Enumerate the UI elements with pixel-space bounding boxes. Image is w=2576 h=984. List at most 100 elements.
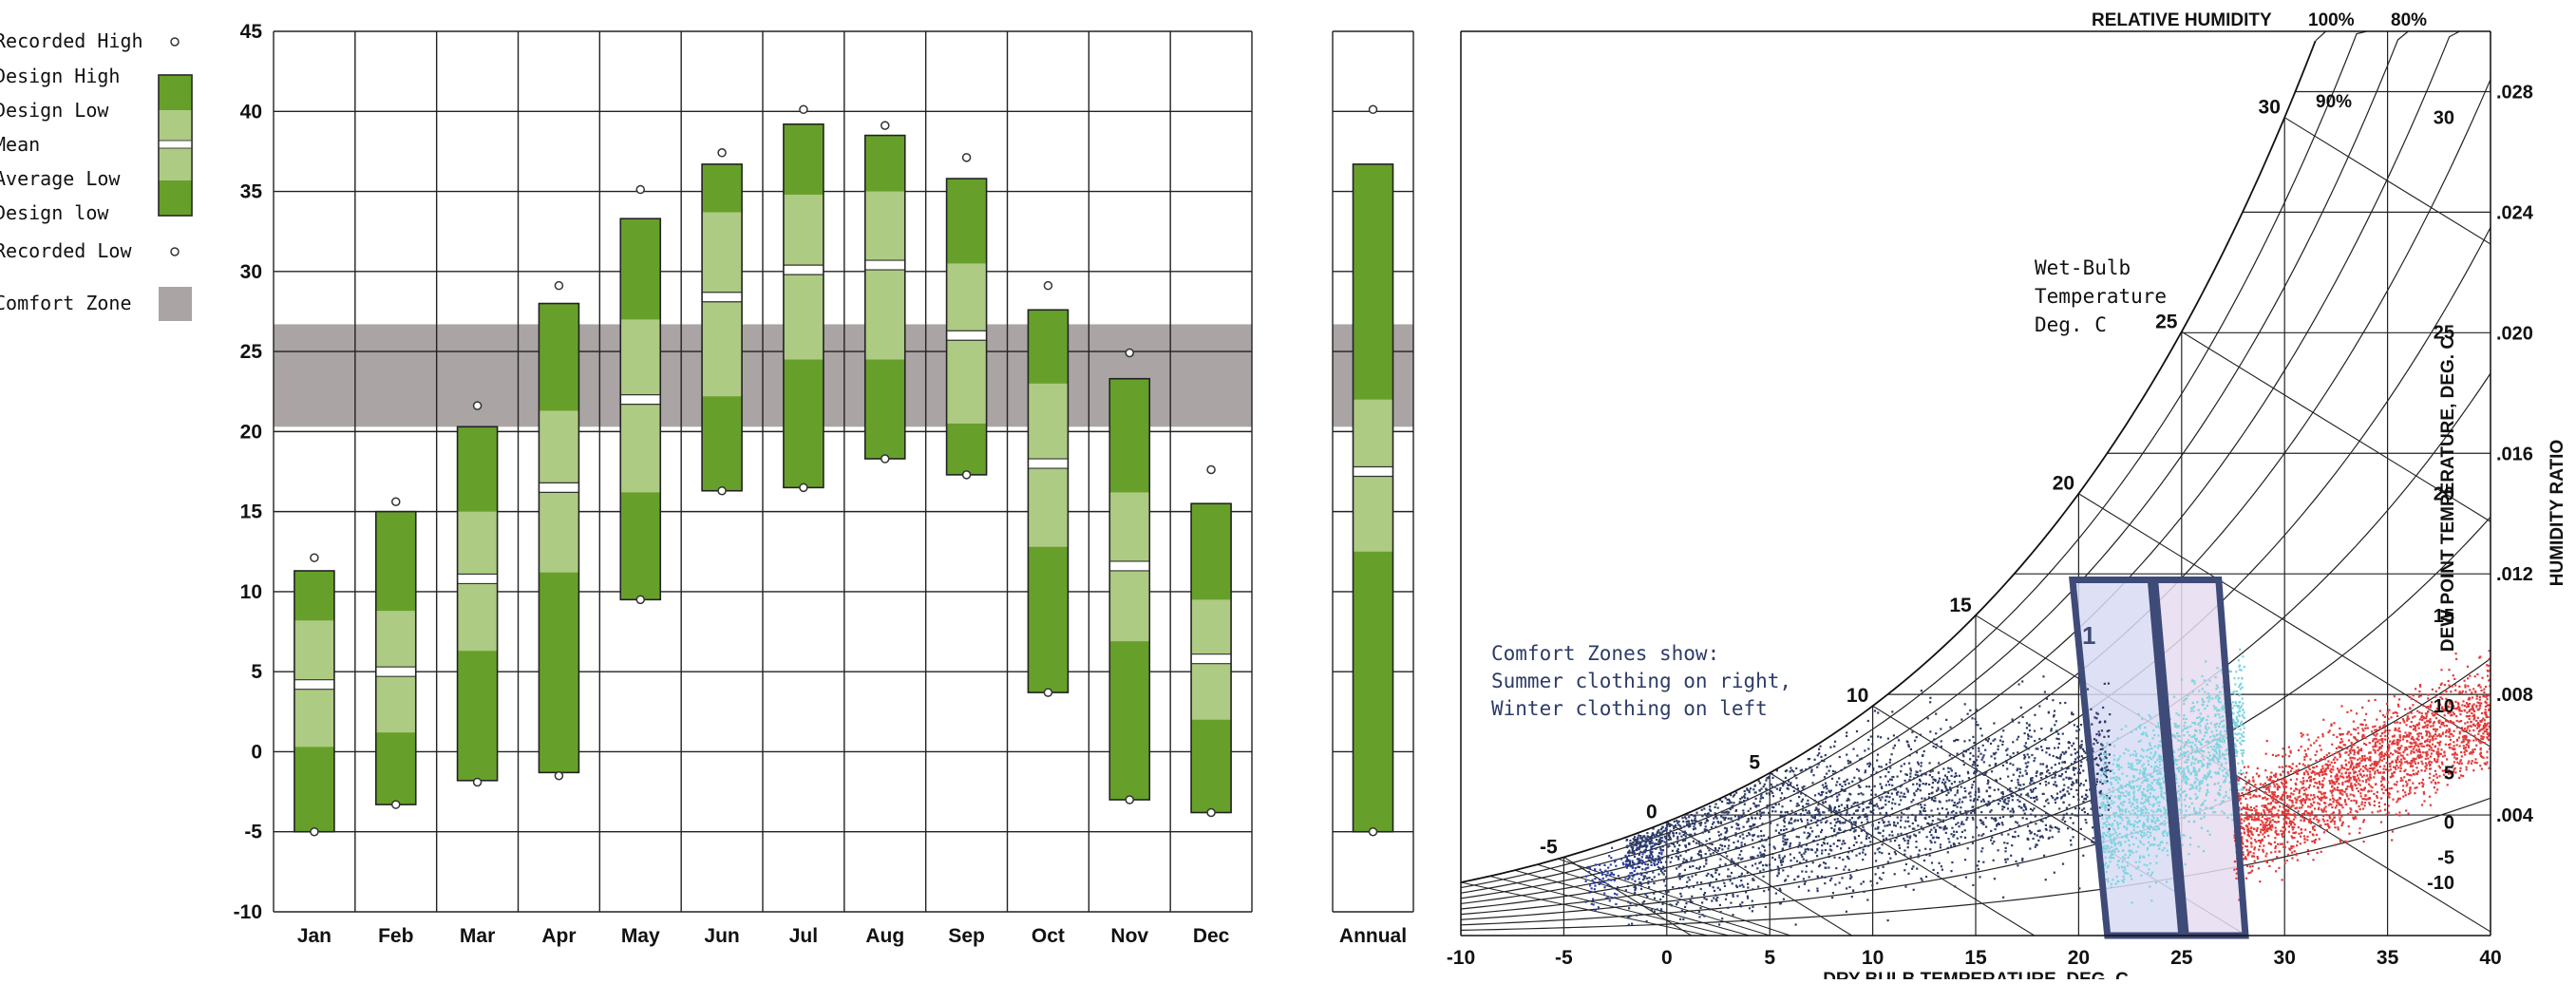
data-point	[1763, 876, 1765, 878]
data-point	[2082, 855, 2084, 857]
data-point	[1636, 915, 1638, 917]
data-point	[1628, 907, 1630, 909]
data-point	[1821, 844, 1823, 846]
data-point	[2226, 753, 2228, 755]
data-point	[1766, 864, 1768, 866]
data-point	[2063, 802, 2065, 804]
data-point	[1887, 861, 1889, 863]
data-point	[1754, 817, 1756, 819]
data-point	[2041, 835, 2043, 837]
data-point	[1869, 764, 1871, 766]
data-point	[2146, 755, 2148, 757]
data-point	[1688, 843, 1690, 845]
data-point	[1974, 798, 1976, 800]
data-point	[1862, 852, 1864, 854]
data-point	[1611, 847, 1613, 849]
data-point	[1918, 764, 1920, 766]
data-point	[1802, 805, 1804, 807]
data-point	[2045, 781, 2047, 783]
data-point	[2180, 795, 2182, 797]
data-point	[1898, 844, 1900, 846]
data-point	[2121, 810, 2123, 812]
data-point	[2115, 776, 2117, 778]
data-point	[1883, 822, 1885, 823]
data-point	[2017, 835, 2019, 837]
data-point	[1832, 770, 1834, 772]
data-point	[1976, 709, 1978, 710]
data-point	[1676, 842, 1678, 843]
data-point	[1592, 899, 1594, 900]
data-point	[1720, 823, 1722, 824]
data-point	[2017, 782, 2019, 784]
data-point	[2159, 761, 2161, 763]
data-point	[1935, 747, 1937, 748]
data-point	[1932, 782, 1934, 784]
data-point	[1798, 836, 1800, 838]
data-point	[1826, 787, 1828, 789]
data-point	[1660, 908, 1662, 910]
data-point	[1641, 860, 1643, 861]
data-point	[1767, 804, 1769, 806]
data-point	[1921, 798, 1923, 800]
data-point	[1957, 822, 1959, 823]
data-point	[2178, 740, 2180, 742]
data-point	[2118, 867, 2120, 869]
data-point	[2147, 847, 2149, 849]
y-tick-label: 10	[240, 581, 262, 603]
data-point	[2040, 777, 2042, 779]
data-point	[2133, 826, 2135, 828]
data-point	[1919, 831, 1921, 833]
data-point	[2033, 838, 2035, 840]
data-point	[1917, 824, 1919, 826]
data-point	[2147, 831, 2149, 833]
data-point	[1654, 876, 1656, 878]
data-point	[1639, 835, 1641, 837]
data-point	[1632, 842, 1634, 843]
data-point	[2207, 715, 2209, 717]
data-point	[1982, 833, 1984, 835]
data-point	[2059, 791, 2061, 793]
data-point	[1781, 792, 1783, 794]
data-point	[1785, 843, 1787, 845]
data-point	[1845, 865, 1847, 867]
data-point	[1920, 734, 1922, 736]
data-point	[2323, 777, 2325, 779]
data-point	[1760, 798, 1762, 800]
data-point	[2017, 784, 2019, 785]
data-point	[1910, 856, 1912, 858]
data-point	[2045, 800, 2047, 802]
data-point	[2001, 808, 2003, 810]
data-point	[2147, 789, 2149, 791]
data-point	[1851, 817, 1853, 819]
data-point	[2100, 759, 2102, 761]
data-point	[1838, 805, 1840, 807]
data-point	[2132, 809, 2134, 811]
data-point	[2131, 832, 2132, 834]
data-point	[2234, 724, 2236, 726]
data-point	[2055, 764, 2056, 766]
data-point	[1734, 864, 1736, 866]
data-point	[2099, 813, 2101, 815]
data-point	[2132, 754, 2134, 756]
data-point	[2204, 679, 2206, 681]
data-point	[1840, 813, 1842, 815]
data-point	[2034, 801, 2036, 803]
data-point	[2224, 767, 2226, 769]
data-point	[2145, 800, 2147, 802]
data-point	[2141, 748, 2143, 750]
data-point	[1978, 868, 1979, 870]
data-point	[2103, 764, 2105, 766]
data-point	[1825, 785, 1827, 787]
data-point	[1812, 774, 1814, 776]
data-point	[2111, 886, 2112, 888]
data-point	[2018, 775, 2020, 777]
data-point	[1929, 770, 1931, 772]
data-point	[2135, 837, 2137, 839]
data-point	[1798, 796, 1800, 798]
data-point	[1647, 867, 1649, 869]
data-point	[1904, 869, 1905, 871]
data-point	[1769, 843, 1771, 845]
data-point	[2223, 720, 2225, 722]
data-point	[1947, 847, 1949, 849]
data-point	[2309, 831, 2311, 833]
